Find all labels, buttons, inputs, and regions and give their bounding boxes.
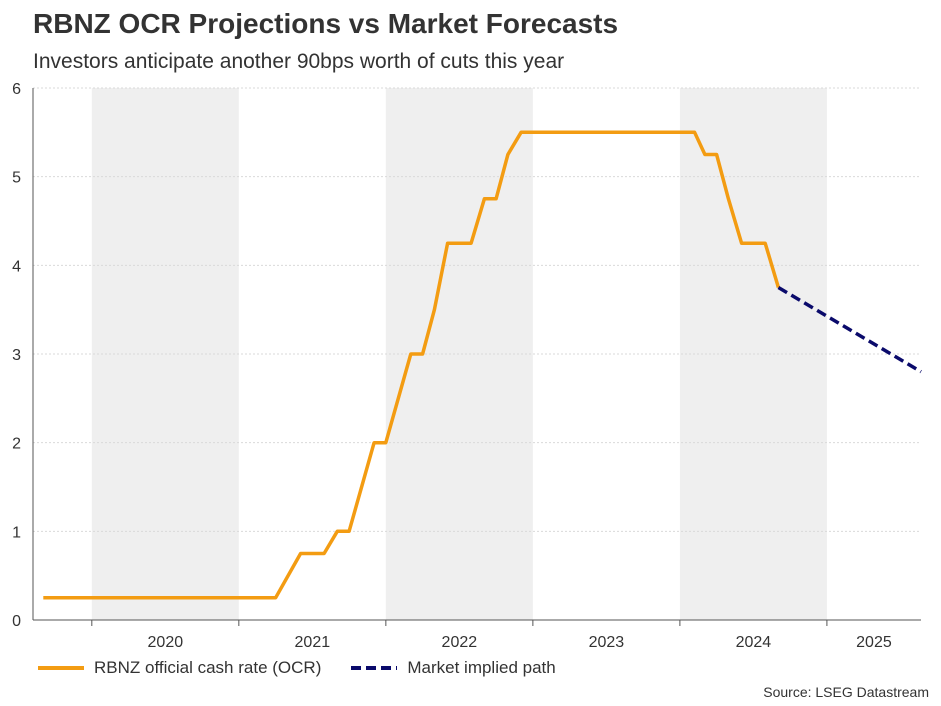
y-tick-label: 2 bbox=[12, 436, 21, 453]
legend-item-ocr: RBNZ official cash rate (OCR) bbox=[38, 658, 321, 678]
x-tick-label-2020: 2020 bbox=[148, 634, 184, 651]
legend-swatch-market bbox=[351, 666, 398, 670]
legend-label-market: Market implied path bbox=[407, 658, 556, 677]
y-tick-label: 4 bbox=[12, 258, 21, 275]
y-tick-label: 3 bbox=[12, 347, 21, 364]
y-tick-label: 5 bbox=[12, 170, 21, 187]
source-note: Source: LSEG Datastream bbox=[763, 684, 929, 700]
market-implied-series-line bbox=[777, 285, 922, 374]
x-tick-label-2022: 2022 bbox=[442, 634, 478, 651]
x-tick-label-2021: 2021 bbox=[295, 634, 331, 651]
legend-label-ocr: RBNZ official cash rate (OCR) bbox=[94, 658, 322, 677]
x-tick-label-2024: 2024 bbox=[736, 634, 772, 651]
legend-swatch-ocr bbox=[38, 666, 84, 670]
y-tick-label: 6 bbox=[12, 81, 21, 98]
y-tick-label: 1 bbox=[12, 524, 21, 541]
legend-item-market: Market implied path bbox=[351, 658, 556, 678]
x-tick-label-2023: 2023 bbox=[589, 634, 625, 651]
chart-title: RBNZ OCR Projections vs Market Forecasts bbox=[33, 8, 619, 39]
x-tick-label-2025: 2025 bbox=[856, 634, 892, 651]
ocr-series-line bbox=[43, 130, 781, 600]
chart-legend: RBNZ official cash rate (OCR) Market imp… bbox=[38, 658, 586, 678]
chart-subtitle: Investors anticipate another 90bps worth… bbox=[33, 50, 565, 73]
y-tick-label: 0 bbox=[12, 613, 21, 630]
